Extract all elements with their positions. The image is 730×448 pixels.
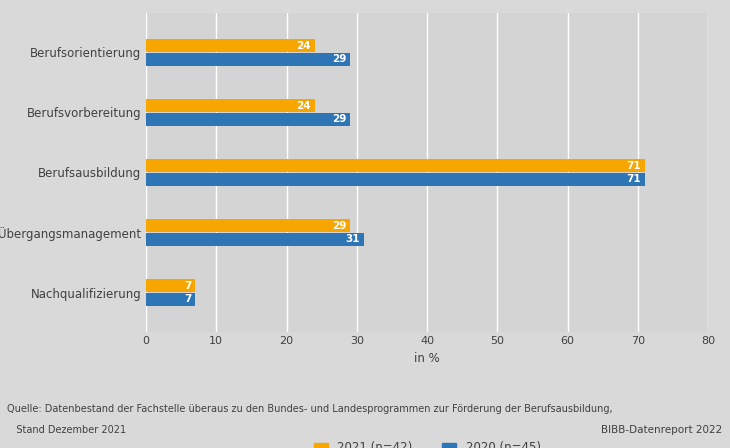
Bar [146,159,645,172]
Bar [146,293,195,306]
Text: 29: 29 [332,114,346,125]
Bar [146,53,350,66]
Text: Stand Dezember 2021: Stand Dezember 2021 [7,425,126,435]
X-axis label: in %: in % [414,352,440,365]
Bar [146,113,350,126]
Bar [146,279,195,292]
Text: 7: 7 [184,280,192,291]
Text: 29: 29 [332,54,346,65]
Bar [146,39,315,52]
Text: BIBB-Datenreport 2022: BIBB-Datenreport 2022 [602,425,723,435]
Text: 31: 31 [346,234,361,245]
Text: 24: 24 [296,41,311,51]
Text: 29: 29 [332,220,346,231]
Bar [146,233,364,246]
Text: 24: 24 [296,100,311,111]
Bar [146,173,645,186]
Text: Quelle: Datenbestand der Fachstelle überaus zu den Bundes- und Landesprogrammen : Quelle: Datenbestand der Fachstelle über… [7,405,613,414]
Text: 7: 7 [184,294,192,304]
Legend: 2021 (n=42), 2020 (n=45): 2021 (n=42), 2020 (n=45) [309,437,545,448]
Bar [146,99,315,112]
Text: 71: 71 [627,174,642,185]
Bar [146,219,350,232]
Text: 71: 71 [627,160,642,171]
